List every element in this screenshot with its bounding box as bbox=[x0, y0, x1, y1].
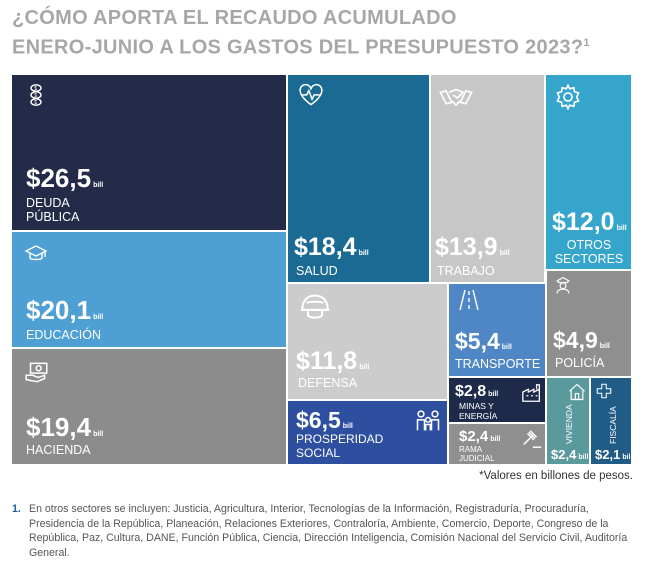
treemap-tile: $2,4 bill VIVIENDA bbox=[546, 377, 590, 465]
tile-value-text: $5,4 bbox=[455, 328, 500, 354]
footnote: 1. En otros sectores se incluyen: Justic… bbox=[12, 502, 642, 560]
tile-value-text: $12,0 bbox=[552, 208, 615, 236]
cross-icon bbox=[595, 382, 613, 400]
footnote-text: En otros sectores se incluyen: Justicia,… bbox=[29, 503, 628, 559]
tile-value-text: $19,4 bbox=[26, 412, 92, 442]
tile-value: $11,8 bill bbox=[296, 349, 369, 374]
tile-value-unit: bill bbox=[358, 250, 369, 257]
tile-value-unit: bill bbox=[359, 364, 370, 371]
treemap-tile: $20,1 bill EDUCACIÓN bbox=[11, 231, 287, 348]
police-icon bbox=[553, 275, 573, 295]
tile-label: DEFENSA bbox=[298, 376, 358, 390]
money-hand-icon bbox=[24, 359, 50, 385]
tile-value-text: $2,8 bbox=[455, 383, 487, 400]
tile-label: VIVIENDA bbox=[564, 404, 574, 444]
treemap-tile: $13,9 bill TRABAJO bbox=[430, 74, 545, 283]
tile-value-text: $2,1 bbox=[595, 447, 621, 462]
tile-value-text: $2,4 bbox=[551, 447, 577, 462]
tile-value-text: $11,8 bbox=[296, 347, 358, 375]
tile-value: $13,9 bill bbox=[435, 235, 510, 260]
tile-value-text: $20,1 bbox=[26, 295, 92, 325]
tile-value-unit: bill bbox=[490, 436, 501, 443]
tile-value-text: $4,9 bbox=[553, 327, 598, 353]
tile-value-text: $26,5 bbox=[26, 163, 92, 193]
tile-value: $5,4 bill bbox=[455, 330, 512, 353]
tile-label: POLICÍA bbox=[555, 356, 605, 370]
tile-label: FISCALÍA bbox=[608, 406, 618, 444]
tile-value-unit: bill bbox=[616, 225, 627, 232]
treemap-tile: $4,9 bill POLICÍA bbox=[546, 270, 632, 377]
coins-icon: $ $ $ bbox=[24, 83, 48, 107]
gear-icon bbox=[554, 83, 582, 111]
treemap-tile: $18,4 bill SALUD bbox=[287, 74, 430, 283]
treemap-tile: $12,0 bill OTROS SECTORES bbox=[545, 74, 632, 270]
tile-value-unit: bill bbox=[93, 314, 104, 321]
tile-label: MINAS Y ENERGÍA bbox=[459, 401, 498, 421]
tile-label: RAMA JUDICIAL bbox=[459, 445, 495, 464]
treemap-tile: $5,4 bill TRANSPORTE bbox=[448, 283, 546, 377]
svg-text:$: $ bbox=[34, 93, 37, 99]
heart-pulse-icon bbox=[298, 83, 324, 109]
footnote-number: 1. bbox=[12, 503, 21, 515]
graduation-cap-icon bbox=[24, 242, 48, 266]
tile-value-unit: bill bbox=[622, 454, 632, 461]
family-icon bbox=[414, 407, 442, 435]
helmet-icon bbox=[298, 290, 332, 324]
tile-value-text: $2,4 bbox=[459, 428, 489, 445]
tile-value: $4,9 bill bbox=[553, 329, 610, 352]
gavel-icon bbox=[521, 428, 543, 450]
treemap-tile: $2,4 bill RAMA JUDICIAL bbox=[448, 423, 546, 465]
factory-icon bbox=[521, 382, 543, 404]
tile-value-text: $18,4 bbox=[294, 233, 357, 261]
tile-label: SALUD bbox=[296, 264, 338, 278]
tile-value: $20,1 bill bbox=[26, 297, 103, 323]
tile-value-unit: bill bbox=[93, 431, 104, 438]
tile-value: $12,0 bill bbox=[552, 210, 627, 235]
tile-value-unit: bill bbox=[342, 423, 353, 430]
tile-label: TRANSPORTE bbox=[455, 357, 541, 371]
tile-value: $2,1 bill bbox=[595, 447, 632, 462]
tile-value: $26,5 bill bbox=[26, 165, 103, 191]
tile-value: $2,8 bill bbox=[455, 384, 498, 400]
treemap-tile: $19,4 bill HACIENDA bbox=[11, 348, 287, 465]
tile-value-unit: bill bbox=[599, 343, 610, 350]
tile-label: HACIENDA bbox=[26, 443, 91, 457]
treemap-tile: $2,1 bill FISCALÍA bbox=[590, 377, 632, 465]
units-note: *Valores en billones de pesos. bbox=[479, 470, 633, 482]
tile-value-unit: bill bbox=[93, 182, 104, 189]
treemap-tile: $6,5 bill PROSPERIDAD SOCIAL bbox=[287, 400, 448, 465]
tile-value: $19,4 bill bbox=[26, 414, 103, 440]
title-line-2-text: ENERO-JUNIO A LOS GASTOS DEL PRESUPUESTO… bbox=[12, 36, 584, 59]
tile-value: $2,4 bill bbox=[459, 429, 500, 444]
tile-value-text: $13,9 bbox=[435, 233, 498, 261]
tile-label: PROSPERIDAD SOCIAL bbox=[296, 432, 384, 460]
tile-value-unit: bill bbox=[499, 250, 510, 257]
handshake-icon bbox=[439, 81, 473, 115]
tile-label: OTROS SECTORES bbox=[554, 238, 624, 267]
svg-text:$: $ bbox=[34, 100, 37, 106]
title-line-1: ¿CÓMO APORTA EL RECAUDO ACUMULADO bbox=[12, 7, 457, 29]
tile-label: DEUDA PÚBLICA bbox=[26, 196, 80, 225]
tile-value: $2,4 bill bbox=[551, 448, 588, 461]
road-icon bbox=[457, 288, 481, 312]
tile-value-unit: bill bbox=[578, 454, 589, 461]
title-line-2: ENERO-JUNIO A LOS GASTOS DEL PRESUPUESTO… bbox=[12, 31, 642, 61]
treemap-tile: $11,8 bill DEFENSA bbox=[287, 283, 448, 400]
tile-value-unit: bill bbox=[501, 344, 512, 351]
tile-value: $18,4 bill bbox=[294, 235, 369, 260]
page-title: ¿CÓMO APORTA EL RECAUDO ACUMULADO ENERO-… bbox=[12, 6, 642, 61]
tile-value-text: $6,5 bbox=[296, 407, 341, 433]
tile-label: TRABAJO bbox=[437, 264, 495, 278]
tile-value-unit: bill bbox=[488, 391, 499, 398]
tile-label: EDUCACIÓN bbox=[26, 328, 102, 342]
treemap-tile: $ $ $ $26,5 bill DEUDA PÚBLICA bbox=[11, 74, 287, 231]
treemap-tile: $2,8 bill MINAS Y ENERGÍA bbox=[448, 377, 546, 423]
house-icon bbox=[567, 382, 587, 402]
footnote-marker: 1 bbox=[583, 37, 590, 49]
svg-text:$: $ bbox=[34, 86, 37, 92]
tile-value: $6,5 bill bbox=[296, 409, 353, 432]
